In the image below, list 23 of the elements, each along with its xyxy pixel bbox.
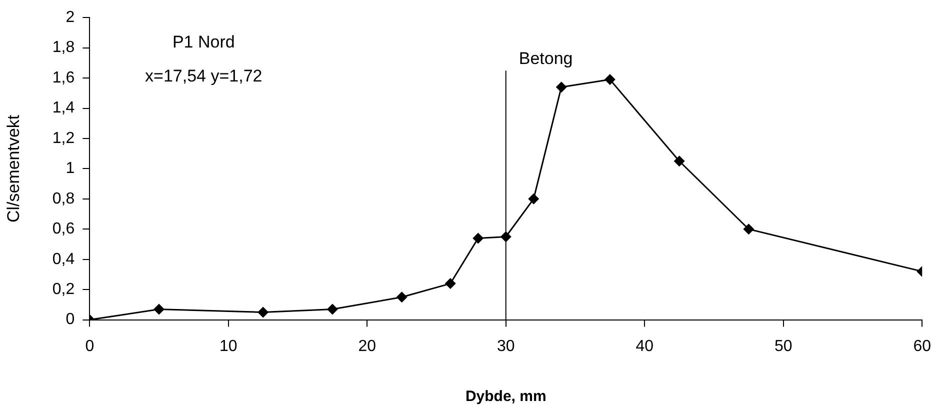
y-tick-label: 1,8: [52, 39, 75, 56]
y-axis-title: Cl/sementvekt: [4, 114, 23, 223]
annotation: P1 Nord: [172, 32, 235, 52]
y-tick-label: 1,2: [52, 130, 75, 147]
y-tick-label: 0,6: [52, 220, 75, 238]
x-tick-label: 40: [636, 338, 654, 355]
y-tick-label: 2: [66, 9, 75, 26]
x-tick-label: 10: [219, 338, 238, 355]
x-tick-label: 30: [496, 338, 515, 355]
y-tick-label: 0,4: [52, 250, 75, 268]
y-tick-label: 0,2: [52, 280, 75, 298]
x-tick-label: 20: [358, 338, 376, 355]
y-tick-label: 0,8: [52, 190, 75, 208]
y-tick-label: 1: [66, 160, 75, 178]
y-tick-label: 1,4: [52, 100, 75, 117]
x-tick-label: 0: [85, 338, 94, 355]
x-tick-label: 60: [913, 338, 932, 355]
y-tick-label: 0: [66, 311, 75, 328]
x-tick-label: 50: [774, 338, 792, 355]
y-tick-label: 1,6: [52, 69, 75, 86]
x-axis-title: Dybde, mm: [465, 388, 546, 406]
annotation: x=17,54 y=1,72: [145, 66, 262, 86]
ref-line-label: Betong: [518, 48, 573, 68]
